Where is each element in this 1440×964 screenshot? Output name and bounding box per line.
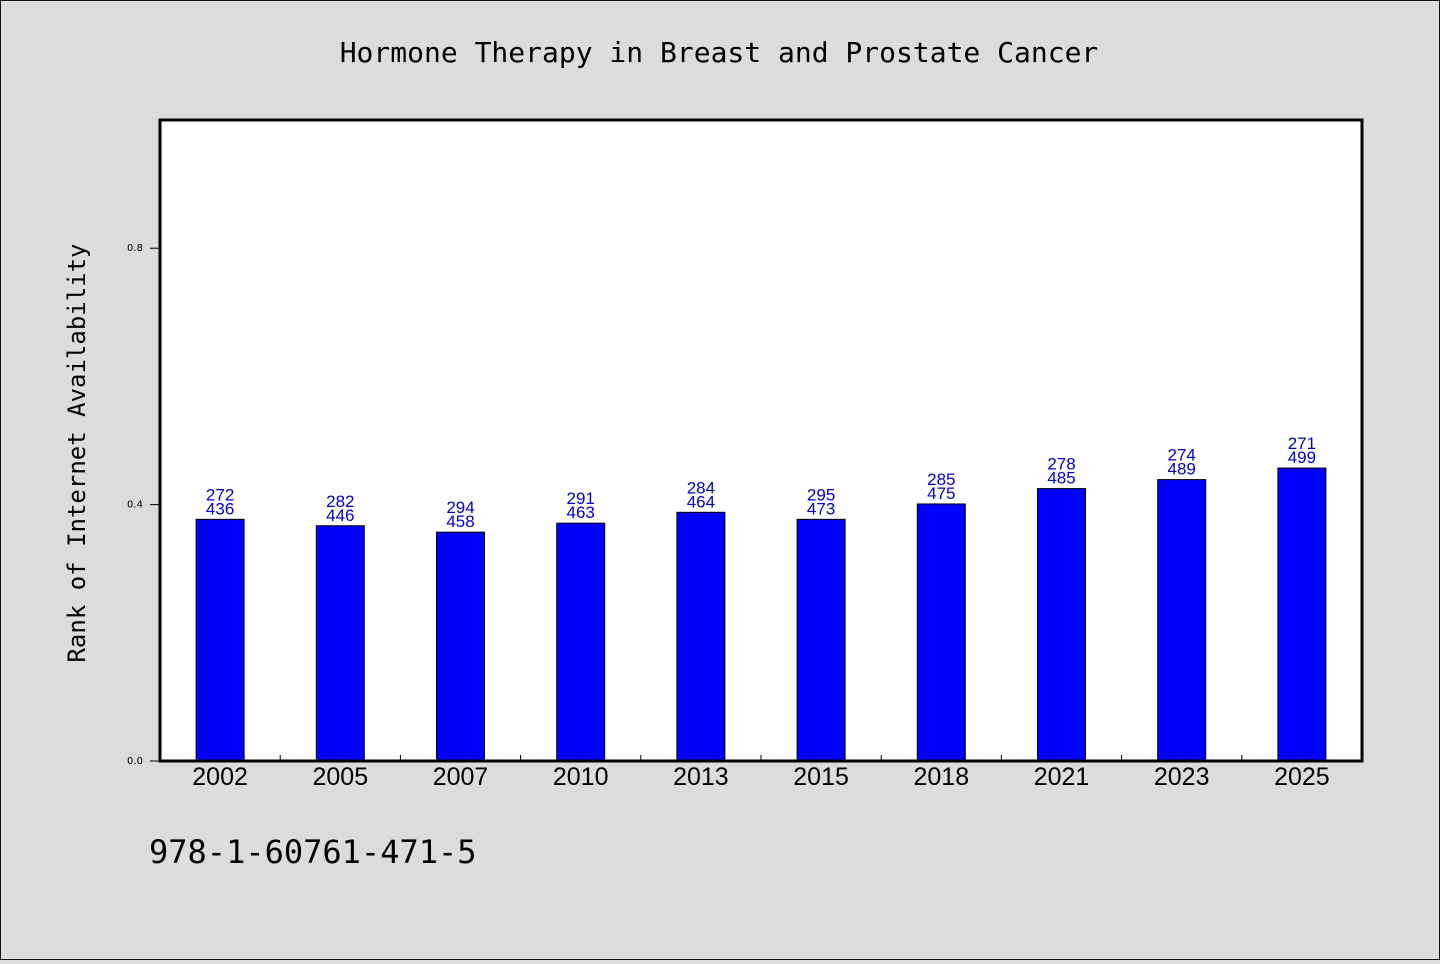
y-tick-label-0.4: 0.4: [127, 500, 143, 511]
data-label-bottom-2002: 436: [206, 499, 234, 518]
data-label-bottom-2025: 499: [1288, 448, 1316, 467]
bar-2005: [315, 525, 365, 762]
data-label-top-2015: 295: [807, 485, 835, 504]
data-label-top-2023: 274: [1168, 446, 1196, 465]
data-label-bottom-2005: 446: [326, 506, 354, 525]
data-label-bottom-2010: 463: [567, 503, 595, 522]
data-label-bottom-2023: 489: [1168, 460, 1196, 479]
bar-2021: [1037, 488, 1086, 762]
y-tick-label-0.0: 0.0: [127, 756, 143, 767]
bar-2013: [676, 511, 726, 762]
x-tick-label-2023: 2023: [1154, 763, 1210, 791]
data-label-top-2018: 285: [927, 470, 955, 489]
y-tick-label-0.8: 0.8: [127, 243, 143, 254]
y-axis-label: Rank of Internet Availability: [63, 243, 91, 662]
data-label-bottom-2021: 485: [1047, 469, 1075, 488]
bar-2007: [436, 531, 485, 762]
chart-title: Hormone Therapy in Breast and Prostate C…: [340, 36, 1099, 69]
data-label-top-2025: 271: [1288, 434, 1316, 453]
x-tick-label-2021: 2021: [1034, 763, 1090, 791]
data-label-top-2021: 278: [1047, 455, 1075, 474]
bar-2018: [916, 503, 966, 762]
bar-2002: [195, 518, 245, 762]
x-tick-label-2007: 2007: [433, 763, 489, 791]
data-label-top-2013: 284: [687, 478, 715, 497]
x-tick-label-2025: 2025: [1274, 763, 1330, 791]
data-label-bottom-2018: 475: [927, 484, 955, 503]
x-tick-label-2015: 2015: [793, 763, 849, 791]
bar-2010: [556, 522, 606, 762]
x-tick-label-2013: 2013: [673, 763, 729, 791]
x-tick-label-2002: 2002: [192, 763, 248, 791]
data-label-top-2007: 294: [446, 498, 474, 517]
data-label-bottom-2015: 473: [807, 499, 835, 518]
plot-frame: [158, 118, 1364, 763]
data-label-top-2002: 272: [206, 485, 234, 504]
data-label-bottom-2007: 458: [446, 512, 474, 531]
x-tick-label-2018: 2018: [913, 763, 969, 791]
data-label-bottom-2013: 464: [687, 492, 715, 511]
x-tick-label-2005: 2005: [312, 763, 368, 791]
bar-2023: [1157, 479, 1207, 762]
data-label-top-2005: 282: [326, 492, 354, 511]
data-label-top-2010: 291: [567, 489, 595, 508]
bar-2025: [1277, 467, 1327, 762]
bar-2015: [796, 518, 846, 762]
x-tick-label-2010: 2010: [553, 763, 609, 791]
footer-code: 978-1-60761-471-5: [149, 833, 477, 871]
